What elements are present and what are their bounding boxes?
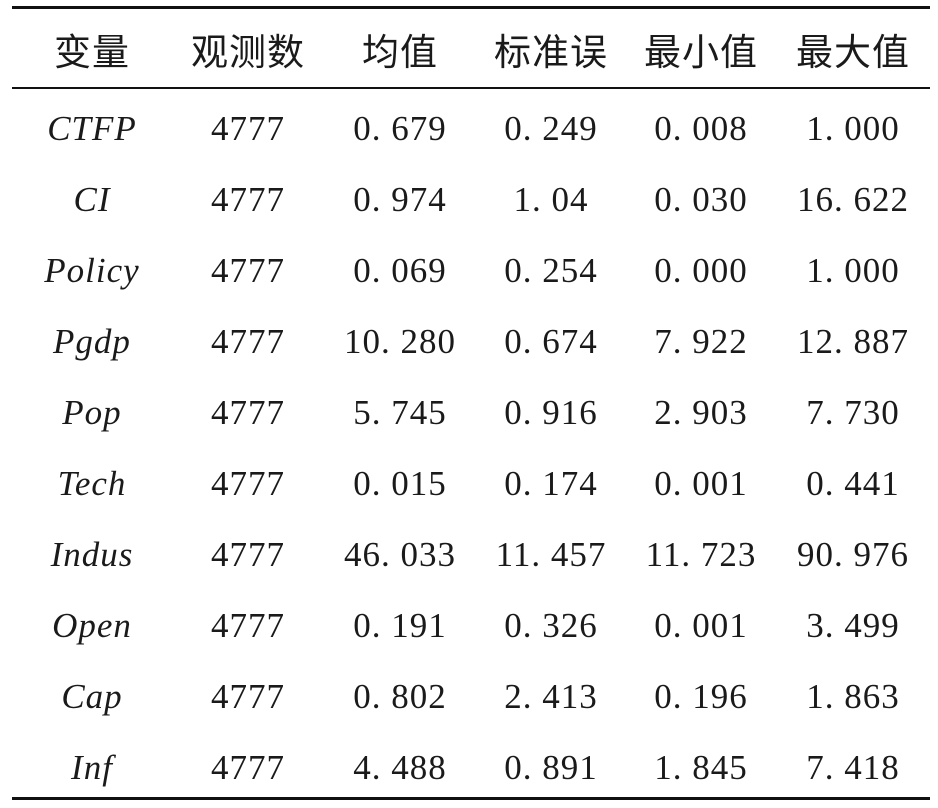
cell-mean: 0. 974 <box>353 179 447 219</box>
header-mean: 均值 <box>362 31 438 74</box>
table-row: Pgdp 4777 10. 280 0. 674 7. 922 12. 887 <box>12 306 930 377</box>
cell-variable: Pop <box>62 392 122 432</box>
cell-variable: Cap <box>61 676 123 716</box>
cell-observations: 4777 <box>211 605 285 645</box>
cell-std-error: 2. 413 <box>504 676 598 716</box>
cell-variable: CTFP <box>47 108 137 148</box>
cell-observations: 4777 <box>211 463 285 503</box>
header-std-error: 标准误 <box>494 31 608 74</box>
cell-max: 7. 418 <box>806 747 900 787</box>
table-row: Pop 4777 5. 745 0. 916 2. 903 7. 730 <box>12 377 930 448</box>
table-row: CI 4777 0. 974 1. 04 0. 030 16. 622 <box>12 164 930 235</box>
cell-max: 1. 000 <box>806 250 900 290</box>
cell-min: 0. 000 <box>654 250 748 290</box>
cell-max: 3. 499 <box>806 605 900 645</box>
cell-variable: Inf <box>71 747 113 787</box>
cell-std-error: 0. 326 <box>504 605 598 645</box>
cell-std-error: 0. 249 <box>504 108 598 148</box>
cell-observations: 4777 <box>211 250 285 290</box>
descriptive-statistics-table: 变量 观测数 均值 标准误 最小值 最大值 CTFP 4777 0. 679 0… <box>12 0 930 808</box>
table-row: Cap 4777 0. 802 2. 413 0. 196 1. 863 <box>12 661 930 732</box>
cell-std-error: 1. 04 <box>513 179 589 219</box>
cell-observations: 4777 <box>211 676 285 716</box>
cell-std-error: 0. 254 <box>504 250 598 290</box>
cell-min: 11. 723 <box>645 534 757 574</box>
cell-min: 0. 001 <box>654 605 748 645</box>
cell-min: 0. 008 <box>654 108 748 148</box>
bottom-rule <box>12 797 930 800</box>
cell-max: 1. 000 <box>806 108 900 148</box>
cell-std-error: 0. 174 <box>504 463 598 503</box>
header-observations: 观测数 <box>191 31 305 74</box>
cell-mean: 10. 280 <box>344 321 456 361</box>
cell-std-error: 0. 916 <box>504 392 598 432</box>
top-rule <box>12 6 930 9</box>
table-row: Tech 4777 0. 015 0. 174 0. 001 0. 441 <box>12 448 930 519</box>
cell-observations: 4777 <box>211 321 285 361</box>
cell-observations: 4777 <box>211 534 285 574</box>
header-min: 最小值 <box>644 31 758 74</box>
header-row: 变量 观测数 均值 标准误 最小值 最大值 <box>12 9 930 89</box>
cell-observations: 4777 <box>211 179 285 219</box>
cell-variable: Tech <box>57 463 127 503</box>
cell-mean: 0. 802 <box>353 676 447 716</box>
cell-variable: Pgdp <box>53 321 131 361</box>
cell-variable: Indus <box>50 534 134 574</box>
cell-max: 0. 441 <box>806 463 900 503</box>
cell-observations: 4777 <box>211 392 285 432</box>
cell-max: 1. 863 <box>806 676 900 716</box>
cell-std-error: 0. 891 <box>504 747 598 787</box>
cell-min: 0. 030 <box>654 179 748 219</box>
table-row: Policy 4777 0. 069 0. 254 0. 000 1. 000 <box>12 235 930 306</box>
cell-variable: Policy <box>44 250 140 290</box>
cell-min: 0. 001 <box>654 463 748 503</box>
cell-min: 7. 922 <box>654 321 748 361</box>
cell-std-error: 11. 457 <box>495 534 607 574</box>
cell-min: 1. 845 <box>654 747 748 787</box>
cell-mean: 0. 679 <box>353 108 447 148</box>
cell-mean: 4. 488 <box>353 747 447 787</box>
cell-mean: 5. 745 <box>353 392 447 432</box>
table-row: Inf 4777 4. 488 0. 891 1. 845 7. 418 <box>12 732 930 803</box>
cell-std-error: 0. 674 <box>504 321 598 361</box>
cell-variable: CI <box>73 179 111 219</box>
stats-table: 变量 观测数 均值 标准误 最小值 最大值 CTFP 4777 0. 679 0… <box>12 9 930 803</box>
header-variable: 变量 <box>54 31 130 74</box>
header-rule <box>12 87 930 89</box>
cell-min: 0. 196 <box>654 676 748 716</box>
cell-max: 16. 622 <box>797 179 909 219</box>
table-row: CTFP 4777 0. 679 0. 249 0. 008 1. 000 <box>12 89 930 164</box>
cell-mean: 46. 033 <box>344 534 456 574</box>
table-row: Indus 4777 46. 033 11. 457 11. 723 90. 9… <box>12 519 930 590</box>
cell-observations: 4777 <box>211 108 285 148</box>
cell-variable: Open <box>52 605 132 645</box>
cell-observations: 4777 <box>211 747 285 787</box>
cell-mean: 0. 015 <box>353 463 447 503</box>
table-row: Open 4777 0. 191 0. 326 0. 001 3. 499 <box>12 590 930 661</box>
cell-min: 2. 903 <box>654 392 748 432</box>
cell-max: 90. 976 <box>797 534 909 574</box>
cell-mean: 0. 191 <box>353 605 447 645</box>
cell-mean: 0. 069 <box>353 250 447 290</box>
cell-max: 7. 730 <box>806 392 900 432</box>
cell-max: 12. 887 <box>797 321 909 361</box>
header-max: 最大值 <box>796 31 910 74</box>
